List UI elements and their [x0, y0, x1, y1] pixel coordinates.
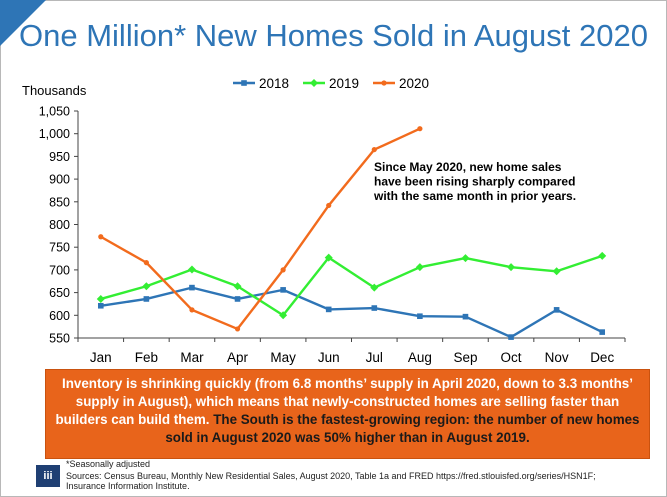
annotation-line: Since May 2020, new home sales	[374, 160, 562, 174]
y-tick-label: 950	[49, 150, 70, 164]
data-point-2018	[553, 307, 560, 313]
data-point-2019	[187, 265, 196, 274]
x-tick-label: Mar	[180, 350, 204, 365]
x-tick-label: Apr	[227, 350, 249, 365]
callout-white-text: Inventory is shrinking quickly (from 6.8…	[55, 376, 633, 427]
series-line-2018	[100, 286, 603, 339]
data-point-2019	[507, 263, 516, 272]
legend-label-2018: 2018	[259, 76, 289, 91]
iii-logo: iii	[36, 465, 60, 487]
data-point-2019	[142, 282, 151, 291]
sources-line-1: Sources: Census Bureau, Monthly New Resi…	[66, 471, 596, 481]
x-tick-label: Jan	[90, 350, 112, 365]
y-tick-label: 800	[49, 218, 70, 232]
annotation-line: have been rising sharply compared	[374, 175, 575, 189]
annotation-line: with the same month in prior years.	[373, 189, 576, 203]
x-tick-label: Sep	[453, 350, 477, 365]
data-point-2018	[234, 296, 241, 302]
y-tick-label: 650	[49, 286, 70, 300]
data-point-2019	[324, 253, 333, 262]
x-tick-label: Nov	[545, 350, 569, 365]
inventory-callout: Inventory is shrinking quickly (from 6.8…	[45, 369, 650, 459]
data-point-2018	[97, 302, 104, 309]
data-point-2019	[233, 282, 242, 291]
y-tick-label: 600	[49, 309, 70, 323]
data-point-2020	[280, 267, 286, 273]
data-point-2020	[326, 202, 332, 209]
data-point-2018	[325, 306, 332, 313]
data-point-2019	[598, 251, 607, 260]
data-point-2019	[552, 267, 561, 276]
data-point-2020	[417, 126, 423, 132]
x-tick-label: May	[270, 350, 296, 365]
series-line-2019	[100, 254, 603, 317]
x-tick-label: Jul	[366, 350, 383, 365]
x-tick-label: Feb	[135, 350, 158, 365]
data-point-2019	[370, 283, 379, 292]
legend-marker-2018	[241, 80, 247, 86]
data-point-2019	[461, 254, 470, 263]
y-tick-label: 850	[49, 195, 70, 209]
data-point-2019	[96, 294, 105, 303]
data-point-2018	[462, 313, 469, 320]
data-point-2018	[189, 284, 195, 291]
legend-marker-2019	[310, 79, 318, 87]
data-point-2019	[415, 263, 424, 272]
sources: Sources: Census Bureau, Monthly New Resi…	[66, 471, 656, 491]
data-point-2018	[508, 334, 514, 340]
data-point-2020	[98, 234, 104, 240]
legend-label-2019: 2019	[329, 76, 359, 91]
sources-line-2: Insurance Information Institute.	[66, 481, 190, 491]
data-point-2018	[143, 296, 150, 302]
y-tick-label: 900	[49, 173, 70, 187]
legend-label-2020: 2020	[399, 76, 429, 91]
data-point-2018	[417, 313, 423, 320]
legend-marker-2020	[381, 80, 387, 86]
series-line-2020	[100, 127, 421, 331]
y-tick-label: 1,050	[39, 105, 70, 119]
footnote: *Seasonally adjusted	[66, 459, 151, 469]
y-tick-label: 700	[49, 263, 70, 277]
corner-accent	[0, 0, 46, 46]
y-tick-label: 1,000	[39, 127, 70, 141]
x-tick-label: Oct	[501, 350, 522, 365]
callout-dark-text: The South is the fastest-growing region:…	[165, 412, 640, 445]
y-axis-unit-label: Thousands	[22, 83, 87, 98]
x-tick-label: Dec	[590, 350, 614, 365]
data-point-2018	[599, 329, 606, 335]
data-point-2020	[189, 307, 195, 313]
page-title: One Million* New Homes Sold in August 20…	[19, 18, 648, 53]
data-point-2018	[371, 305, 378, 311]
data-point-2020	[234, 326, 241, 332]
x-tick-label: Aug	[408, 350, 432, 365]
data-point-2019	[279, 311, 288, 320]
y-tick-label: 550	[49, 332, 70, 346]
data-point-2018	[280, 287, 286, 293]
x-tick-label: Jun	[318, 350, 340, 365]
data-point-2020	[143, 260, 149, 266]
data-point-2020	[371, 146, 377, 153]
line-chart: 550 600 650 700 750 800 850 900 950 1,000 1,050 Jan…	[39, 76, 626, 365]
y-tick-label: 750	[49, 241, 70, 255]
